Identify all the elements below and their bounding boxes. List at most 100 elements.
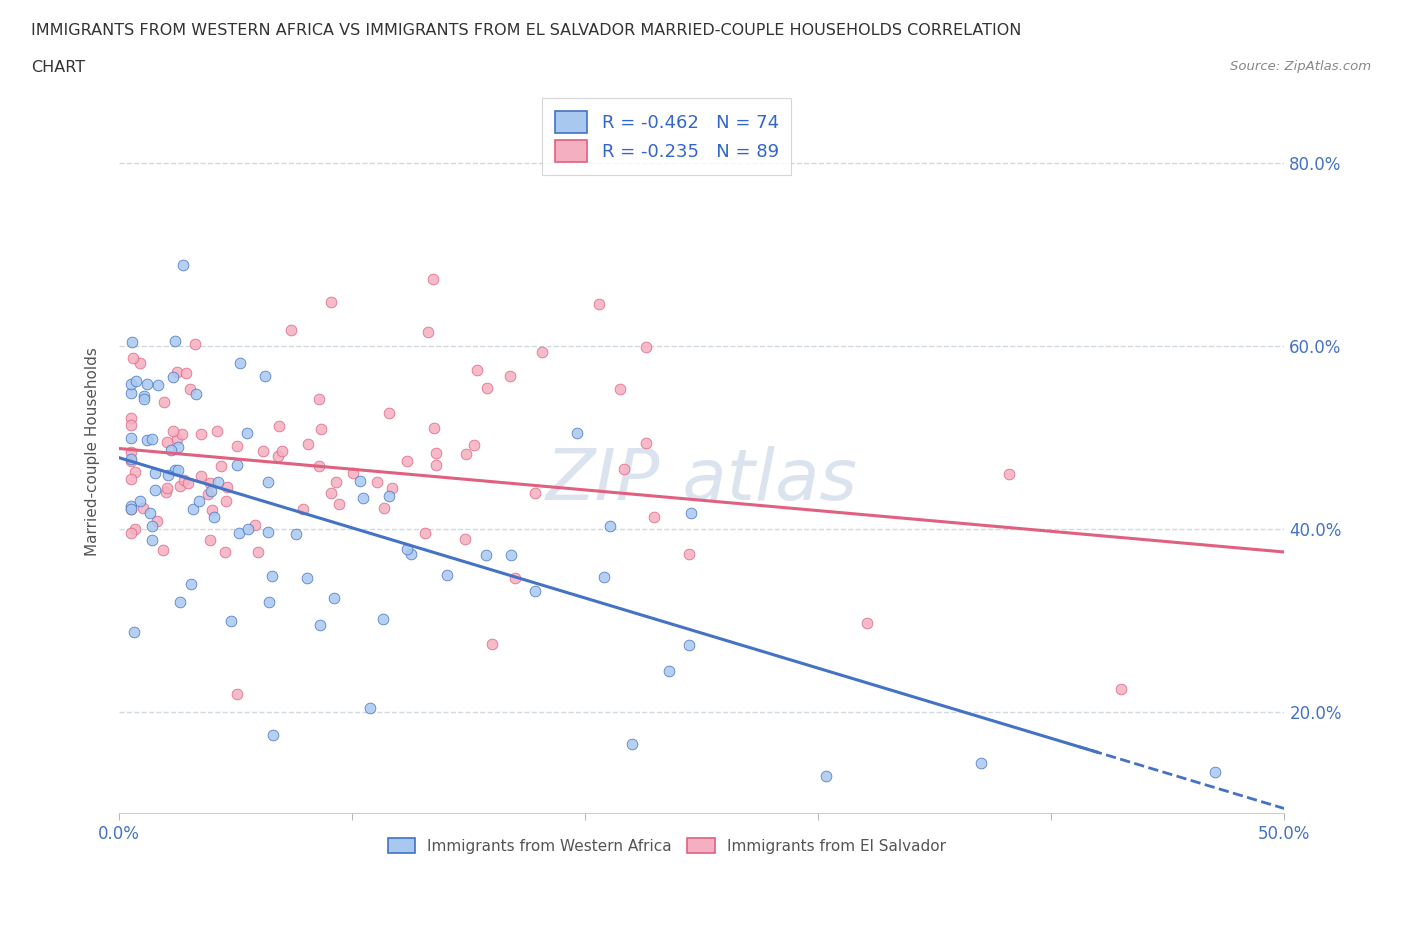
Point	[172, 258, 194, 272]
Point	[252, 444, 274, 458]
Point	[155, 485, 177, 499]
Point	[141, 432, 163, 446]
Point	[328, 497, 350, 512]
Point	[165, 462, 187, 477]
Point	[121, 335, 143, 350]
Point	[225, 438, 247, 453]
Point	[135, 432, 157, 447]
Point	[138, 506, 160, 521]
Point	[120, 498, 142, 513]
Point	[120, 411, 142, 426]
Text: ZIP atlas: ZIP atlas	[546, 445, 858, 514]
Point	[678, 546, 700, 561]
Point	[183, 501, 205, 516]
Point	[162, 369, 184, 384]
Point	[658, 663, 681, 678]
Point	[169, 478, 191, 493]
Point	[465, 363, 488, 378]
Point	[679, 506, 702, 521]
Point	[609, 381, 631, 396]
Point	[184, 337, 207, 352]
Point	[236, 522, 259, 537]
Point	[678, 637, 700, 652]
Y-axis label: Married-couple Households: Married-couple Households	[86, 347, 100, 556]
Point	[593, 569, 616, 584]
Point	[120, 501, 142, 516]
Point	[174, 366, 197, 381]
Point	[413, 525, 436, 540]
Point	[308, 392, 330, 406]
Point	[124, 522, 146, 537]
Point	[342, 466, 364, 481]
Point	[120, 472, 142, 486]
Point	[190, 426, 212, 441]
Point	[190, 469, 212, 484]
Point	[422, 420, 444, 435]
Point	[245, 517, 267, 532]
Point	[499, 369, 522, 384]
Point	[120, 525, 142, 540]
Point	[352, 490, 374, 505]
Point	[634, 340, 657, 355]
Point	[143, 466, 166, 481]
Point	[209, 458, 232, 473]
Point	[970, 755, 993, 770]
Point	[309, 422, 332, 437]
Point	[599, 519, 621, 534]
Point	[257, 594, 280, 609]
Point	[169, 594, 191, 609]
Point	[325, 474, 347, 489]
Point	[125, 374, 148, 389]
Point	[198, 475, 221, 490]
Point	[120, 451, 142, 466]
Point	[422, 272, 444, 286]
Point	[120, 453, 142, 468]
Point	[613, 461, 636, 476]
Point	[129, 494, 152, 509]
Point	[173, 472, 195, 487]
Point	[202, 510, 225, 525]
Point	[201, 502, 224, 517]
Point	[180, 577, 202, 591]
Point	[256, 475, 278, 490]
Point	[475, 380, 498, 395]
Point	[359, 701, 381, 716]
Point	[280, 323, 302, 338]
Point	[141, 519, 163, 534]
Point	[122, 625, 145, 640]
Text: Source: ZipAtlas.com: Source: ZipAtlas.com	[1230, 60, 1371, 73]
Point	[132, 392, 155, 406]
Point	[172, 427, 194, 442]
Point	[425, 445, 447, 460]
Text: CHART: CHART	[31, 60, 84, 75]
Point	[132, 389, 155, 404]
Point	[269, 418, 291, 433]
Point	[166, 365, 188, 379]
Point	[381, 481, 404, 496]
Point	[229, 355, 252, 370]
Point	[503, 571, 526, 586]
Point	[260, 569, 283, 584]
Point	[524, 584, 547, 599]
Point	[166, 432, 188, 446]
Point	[167, 439, 190, 454]
Point	[188, 494, 211, 509]
Point	[454, 446, 477, 461]
Point	[377, 406, 399, 421]
Point	[815, 769, 838, 784]
Point	[120, 431, 142, 445]
Point	[588, 297, 610, 312]
Point	[643, 510, 665, 525]
Point	[270, 444, 292, 458]
Point	[524, 485, 547, 500]
Point	[146, 514, 169, 529]
Point	[436, 567, 458, 582]
Point	[179, 381, 201, 396]
Point	[291, 502, 314, 517]
Point	[121, 350, 143, 365]
Point	[197, 486, 219, 501]
Point	[395, 453, 418, 468]
Legend: Immigrants from Western Africa, Immigrants from El Salvador: Immigrants from Western Africa, Immigran…	[381, 831, 952, 859]
Point	[162, 424, 184, 439]
Point	[463, 437, 485, 452]
